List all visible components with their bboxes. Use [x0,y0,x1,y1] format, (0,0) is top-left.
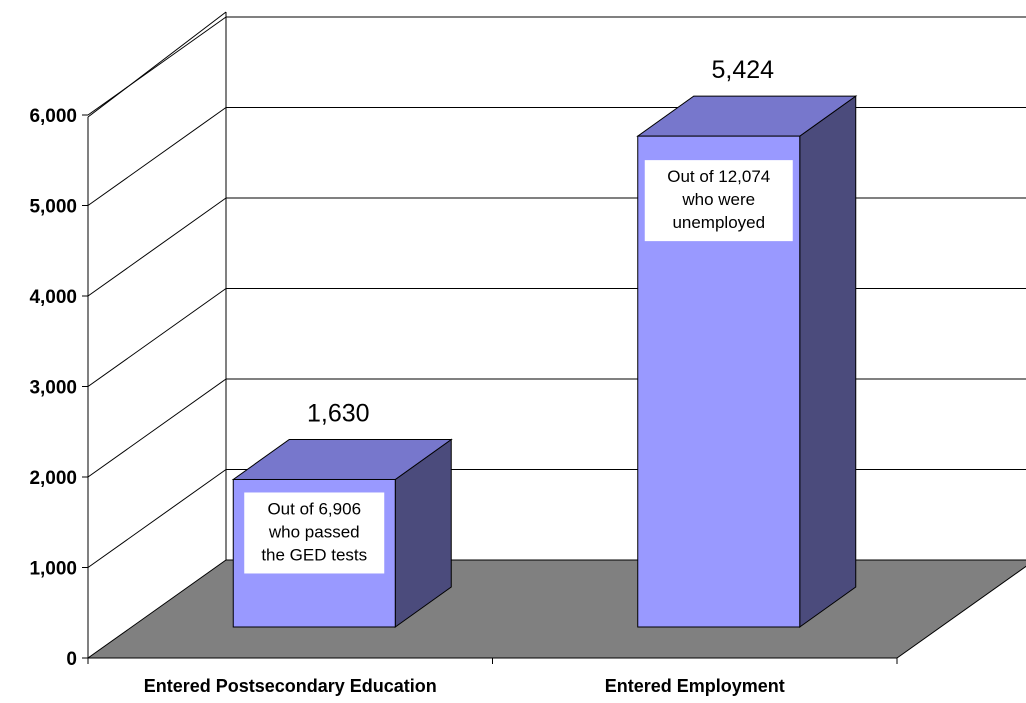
chart-floor [86,559,1026,659]
y-tick-labels: 0 1,000 2,000 3,000 4,000 5,000 6,000 [29,106,77,670]
gridline-side [87,197,227,297]
annotation-text: the GED tests [261,545,367,564]
y-tick-label: 6,000 [29,106,77,127]
annotation-box [644,160,793,242]
bar-value-label: 5,424 [711,56,774,84]
y-tick-label: 4,000 [29,287,77,308]
annotation-text: who were [681,190,755,209]
floor-plane [86,559,1026,659]
annotation-box [244,492,385,574]
gridline-side [87,107,227,206]
gridline-side [87,469,227,568]
annotation-text: Out of 12,074 [667,167,770,186]
gridline-side [87,378,227,478]
y-tick-label: 5,000 [29,197,77,218]
x-category-label: Entered Postsecondary Education [144,676,437,696]
bar-value-label: 1,630 [307,399,370,427]
y-tick-label: 0 [66,649,77,670]
bar-side-face [799,95,857,628]
bars: 1,630 Out of 6,906 who passed the GED tests… [231,56,858,628]
x-category-label: Entered Employment [605,676,785,696]
annotation-text: who passed [268,522,360,541]
y-tick-label: 3,000 [29,378,77,399]
annotation-text: Out of 6,906 [267,499,361,518]
gridline-side [87,288,227,387]
y-tick-label: 1,000 [29,559,77,580]
y-axis [82,114,898,664]
chart-walls [87,11,1026,568]
gridline-side [87,16,227,116]
x-category-labels: Entered Postsecondary Education Entered E… [144,676,785,696]
y-tick-label: 2,000 [29,468,77,489]
annotation-text: unemployed [672,213,765,232]
side-wall-top-edge [87,11,227,118]
